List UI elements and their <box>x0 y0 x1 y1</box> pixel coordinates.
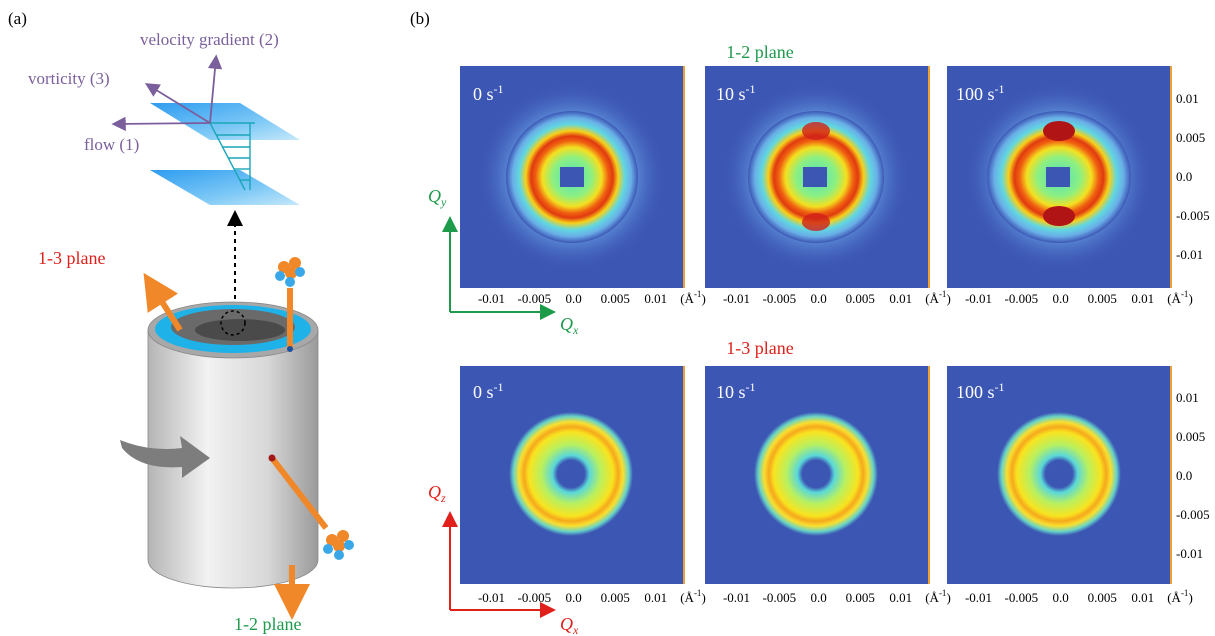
plane-12-label: 1-2 plane <box>234 614 301 634</box>
x-tick-12-10-3: 0.005 <box>846 291 875 306</box>
row-12-title: 1-2 plane <box>726 42 793 62</box>
x-tick-13-0-0: -0.01 <box>478 590 505 605</box>
flow-arrow <box>111 116 211 132</box>
x-tick-13-10-3: 0.005 <box>846 590 875 605</box>
rate-label-13-10: 10 s-1 <box>716 380 756 402</box>
x-tick-13-10-1: -0.005 <box>763 590 797 605</box>
map-12-100 <box>947 66 1172 288</box>
flow-label: flow (1) <box>84 135 139 154</box>
panel-b-label: (b) <box>410 9 430 28</box>
x-tick-13-10-0: -0.01 <box>723 590 750 605</box>
couette-cell <box>147 301 319 589</box>
x-tick-12-0-1: -0.005 <box>518 291 552 306</box>
x-tick-12-100-3: 0.005 <box>1088 291 1117 306</box>
y-tick-12-4: -0.01 <box>1176 247 1203 262</box>
map-13-100 <box>947 366 1172 584</box>
map-13-0 <box>460 366 685 584</box>
row-13-title: 1-3 plane <box>726 338 793 358</box>
x-tick-12-10-1: -0.005 <box>763 291 797 306</box>
y-tick-13-2: 0.0 <box>1176 468 1192 483</box>
bottom-plate <box>150 170 300 205</box>
x-tick-13-10-4: 0.01 <box>889 590 912 605</box>
axis-arrows-13: Qx Qz <box>428 482 579 636</box>
y-tick-13-0: 0.01 <box>1176 390 1199 405</box>
x-tick-13-100-3: 0.005 <box>1088 590 1117 605</box>
rate-label-13-0: 0 s-1 <box>473 380 504 402</box>
rotation-arrow-icon <box>120 436 210 478</box>
axis-label-qz-13: Qz <box>428 482 446 505</box>
vorticity-label: vorticity (3) <box>28 69 110 88</box>
map-12-10 <box>705 66 930 288</box>
beam-12-source <box>269 456 329 530</box>
rate-label-12-10: 10 s-1 <box>716 82 756 104</box>
x-tick-13-100-1: -0.005 <box>1005 590 1039 605</box>
x-tick-13-100-4: 0.01 <box>1131 590 1154 605</box>
x-tick-13-10-2: 0.0 <box>810 590 826 605</box>
right-axis-12 <box>683 66 1172 288</box>
velocity-profile <box>209 122 255 191</box>
x-tick-12-0-2: 0.0 <box>565 291 581 306</box>
x-tick-12-100-1: -0.005 <box>1005 291 1039 306</box>
x-tick-13-0-4: 0.01 <box>644 590 667 605</box>
molecule-icon-bottom <box>323 530 354 560</box>
top-plate <box>150 103 300 140</box>
x-tick-13-0-1: -0.005 <box>518 590 552 605</box>
x-tick-12-0-3: 0.005 <box>601 291 630 306</box>
map-12-0 <box>460 66 685 288</box>
x-unit-12-100: (Å-1) <box>1167 289 1193 306</box>
x-tick-12-10-2: 0.0 <box>810 291 826 306</box>
x-tick-13-100-2: 0.0 <box>1052 590 1068 605</box>
x-unit-13-100: (Å-1) <box>1167 588 1193 605</box>
map-13-10 <box>705 366 930 584</box>
x-tick-12-100-2: 0.0 <box>1052 291 1068 306</box>
y-ticks-13: 0.01 0.005 0.0 -0.005 -0.01 <box>1176 390 1210 561</box>
y-tick-12-1: 0.005 <box>1176 130 1205 145</box>
x-unit-12-0: (Å-1) <box>680 289 706 306</box>
x-tick-13-100-0: -0.01 <box>965 590 992 605</box>
x-tick-12-10-0: -0.01 <box>723 291 750 306</box>
shear-plates: velocity gradient (2) vorticity (3) flow… <box>28 30 300 205</box>
axis-label-qy-12: Qy <box>428 186 447 209</box>
axis-label-qx-12: Qx <box>560 314 579 337</box>
x-unit-13-10: (Å-1) <box>925 588 951 605</box>
x-tick-12-100-0: -0.01 <box>965 291 992 306</box>
vorticity-arrow <box>144 83 211 124</box>
velocity-gradient-arrow <box>207 54 223 124</box>
panel-a-label: (a) <box>8 9 27 28</box>
y-ticks-12: 0.01 0.005 0.0 -0.005 -0.01 <box>1176 91 1210 262</box>
zoom-circle <box>220 310 246 336</box>
panel-b: (b) 1-2 plane 1-3 plane <box>410 9 1210 636</box>
x-unit-12-10: (Å-1) <box>925 289 951 306</box>
y-tick-12-2: 0.0 <box>1176 169 1192 184</box>
right-axis-13 <box>683 366 1172 584</box>
y-tick-13-1: 0.005 <box>1176 429 1205 444</box>
panel-a: (a) velocity gradient (2) vorticity (3) <box>8 9 354 634</box>
y-tick-12-0: 0.01 <box>1176 91 1199 106</box>
y-tick-13-4: -0.01 <box>1176 546 1203 561</box>
x-tick-12-0-4: 0.01 <box>644 291 667 306</box>
velocity-gradient-label: velocity gradient (2) <box>140 30 279 49</box>
rate-label-12-100: 100 s-1 <box>956 82 1005 104</box>
rate-label-13-100: 100 s-1 <box>956 380 1005 402</box>
x-unit-13-0: (Å-1) <box>680 588 706 605</box>
x-ticks: -0.01 -0.005 0.0 0.005 0.01 (Å-1) -0.01 -0.005 0… <box>478 289 1193 605</box>
x-tick-12-100-4: 0.01 <box>1131 291 1154 306</box>
x-tick-12-0-0: -0.01 <box>478 291 505 306</box>
molecule-icon-top <box>275 257 305 287</box>
y-tick-13-3: -0.005 <box>1176 507 1210 522</box>
rate-label-12-0: 0 s-1 <box>473 82 504 104</box>
x-tick-12-10-4: 0.01 <box>889 291 912 306</box>
y-tick-12-3: -0.005 <box>1176 208 1210 223</box>
axis-label-qx-13: Qx <box>560 614 579 636</box>
x-tick-13-0-2: 0.0 <box>565 590 581 605</box>
plane-13-label: 1-3 plane <box>38 248 105 268</box>
beam-13-arrow <box>143 272 183 332</box>
x-tick-13-0-3: 0.005 <box>601 590 630 605</box>
axis-arrows-12: Qx Qy <box>428 186 579 337</box>
